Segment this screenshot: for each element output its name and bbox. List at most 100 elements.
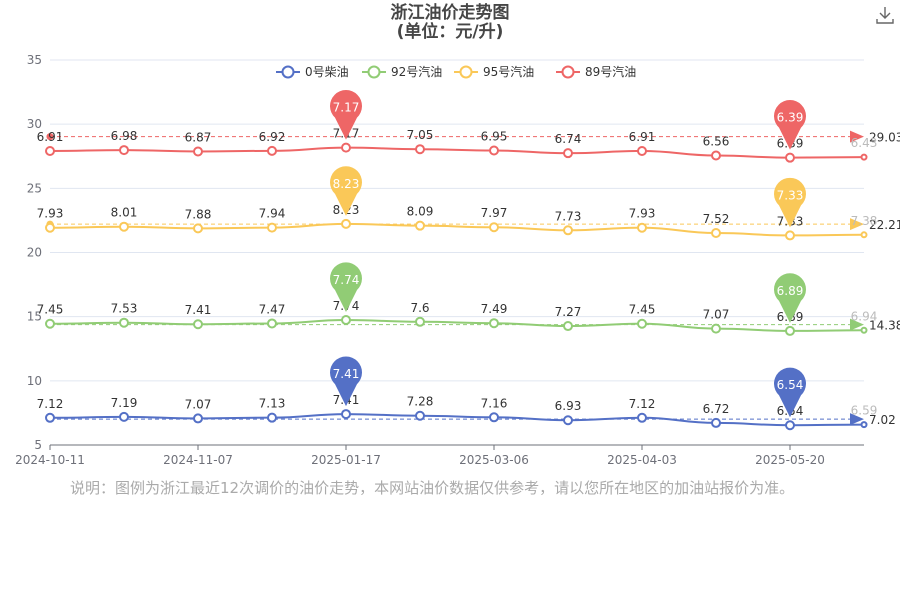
series-1: 14.387.457.537.417.477.747.67.497.277.45… [37,299,900,336]
data-point [415,410,425,421]
data-point [563,321,573,332]
min-pin: 6.39 [774,100,806,150]
footnote: 说明：图例为浙江最近12次调价的油价走势，本网站油价数据仅供参考，请以您所在地区… [70,479,795,497]
data-point [563,148,573,159]
data-point [267,222,277,233]
data-label: 6.94 [851,309,878,323]
y-tick-label: 25 [27,181,42,195]
max-pin: 7.17 [329,90,363,140]
x-tick-label: 2025-03-06 [459,453,529,467]
data-point [341,409,351,420]
x-tick-label: 2024-10-11 [15,453,85,467]
data-point [341,315,351,326]
average-arrow [850,318,864,331]
data-label: 7.28 [407,395,434,409]
data-label: 7.07 [185,397,212,411]
average-arrow [850,413,864,426]
data-label: 7.19 [111,396,138,410]
series-line [49,413,865,427]
data-label: 7.94 [259,207,286,221]
data-label: 7.97 [481,206,508,220]
data-label: 7.49 [481,302,508,316]
pin-shape [329,262,363,313]
max-pin: 7.41 [329,356,363,407]
data-point [193,146,203,157]
data-point [860,231,868,239]
download-icon-glyph [876,7,894,24]
data-point [119,317,129,328]
pin-label: 6.54 [777,378,804,392]
data-label: 6.74 [555,132,582,146]
y-tick-label: 30 [27,117,42,131]
y-tick-label: 35 [27,53,42,67]
data-point [119,145,129,156]
y-tick-label: 20 [27,246,42,260]
average-label: 14.38 [869,319,900,333]
max-pin: 7.74 [329,262,363,313]
data-point [785,325,795,336]
legend-label: 89号汽油 [585,64,636,79]
series-2: 22.217.938.017.887.948.238.097.977.737.9… [37,203,900,241]
pin-shape [329,90,363,140]
pin-shape [774,367,806,418]
data-point [711,150,721,161]
data-label: 6.59 [851,404,878,418]
chart-title: 浙江油价走势图 (单位：元/升) [0,4,900,42]
data-label: 6.91 [629,130,656,144]
legend-marker [281,65,295,79]
data-point [119,411,129,422]
x-tick-label: 2025-01-17 [311,453,381,467]
average-label: 7.02 [869,413,896,427]
data-point [711,323,721,334]
data-point [489,412,499,423]
data-point [785,230,795,241]
y-tick-label: 15 [27,310,42,324]
data-label: 7.12 [37,397,64,411]
data-point [489,145,499,156]
data-point [860,421,868,429]
x-tick-label: 2025-04-03 [607,453,677,467]
data-point [45,145,55,156]
data-point [563,225,573,236]
pin-label: 6.89 [777,284,804,298]
max-pin: 8.23 [330,166,362,216]
average-arrow [850,130,864,143]
legend-label: 95号汽油 [483,64,534,79]
pin-label: 7.33 [777,188,804,202]
data-point [563,415,573,426]
legend-marker [367,65,381,79]
download-icon[interactable] [874,4,896,26]
data-point [415,220,425,231]
average-label: 22.21 [869,218,900,232]
pin-label: 6.39 [777,111,804,125]
pin-shape [329,356,363,407]
data-point [860,153,868,161]
data-point [489,318,499,329]
legend-marker [561,65,575,79]
data-point [267,145,277,156]
data-point [415,316,425,327]
data-point [341,142,351,153]
data-label: 7.73 [555,209,582,223]
data-point [119,221,129,232]
legend-item-1: 92号汽油 [362,64,442,79]
pin-shape [774,100,806,150]
data-label: 6.43 [851,136,878,150]
data-label: 7.52 [703,212,730,226]
data-label: 7.53 [111,302,138,316]
legend-item-2: 95号汽油 [454,64,534,79]
legend-item-0: 0号柴油 [276,65,349,79]
data-point [785,420,795,431]
data-label: 6.95 [481,129,508,143]
data-label: 8.01 [111,206,138,220]
pin-label: 7.17 [333,101,360,115]
data-label: 7.07 [703,308,730,322]
data-label: 7.13 [259,397,286,411]
data-point [860,326,868,334]
data-label: 6.91 [37,130,64,144]
data-point [193,413,203,424]
series-0: 7.027.127.197.077.137.417.287.166.937.12… [37,393,896,431]
series-line [49,146,865,159]
data-point [267,412,277,423]
min-pin: 6.54 [774,367,806,418]
